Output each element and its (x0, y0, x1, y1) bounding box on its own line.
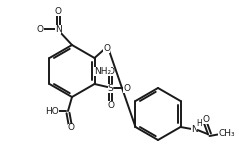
Text: NH₂: NH₂ (94, 67, 111, 76)
Text: O: O (54, 6, 61, 15)
Text: O: O (103, 43, 110, 52)
Text: O: O (107, 100, 114, 110)
Text: HO: HO (45, 107, 59, 116)
Text: O: O (107, 67, 114, 76)
Text: O: O (67, 124, 75, 132)
Text: N: N (191, 124, 198, 133)
Text: N: N (55, 25, 61, 34)
Text: O: O (37, 25, 43, 34)
Text: CH₃: CH₃ (218, 128, 235, 137)
Text: S: S (108, 83, 113, 92)
Text: O: O (202, 115, 209, 124)
Text: H: H (197, 120, 202, 128)
Text: O: O (123, 83, 130, 92)
